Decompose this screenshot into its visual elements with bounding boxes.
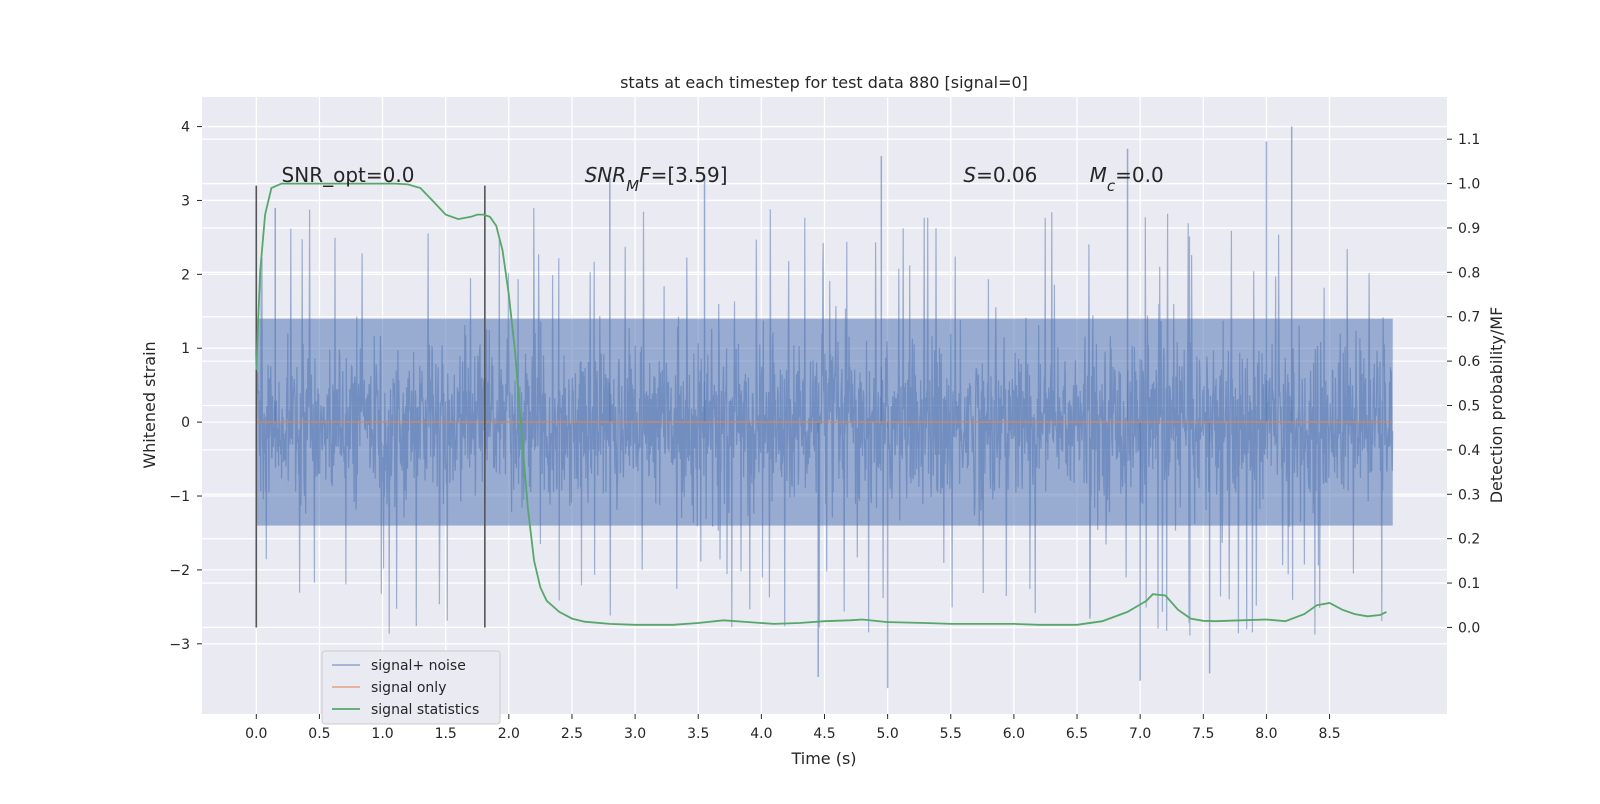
x-tick-label: 8.0 [1255,726,1277,742]
annotation-mc-value: Mc=0.0 [1090,163,1164,195]
annotation-part: F [639,163,651,187]
y-left-tick-label: 4 [181,120,190,136]
y-right-tick-label: 0.1 [1458,576,1480,592]
y-left-tick-label: 0 [181,415,190,431]
y-right-tick-label: 0.0 [1458,620,1480,636]
x-tick-label: 5.5 [940,726,962,742]
stats-layer [255,182,1387,626]
y-left-tick-label: −3 [169,637,190,653]
x-tick-label: 3.5 [687,726,709,742]
x-tick-label: 7.5 [1192,726,1214,742]
y-right-tick-label: 1.1 [1458,132,1480,148]
annotation-layer: SNR_opt=0.0 SNRMF=[3.59] S=0.06 Mc=0.0 [282,163,1164,195]
y-right-tick-label: 0.6 [1458,354,1480,370]
y-right-tick-label: 0.4 [1458,443,1480,459]
series-layer [255,126,1394,689]
y-left-tick-label: −1 [169,489,190,505]
x-tick-label: 7.0 [1129,726,1151,742]
x-tick-label: 0.5 [308,726,330,742]
chart-title: stats at each timestep for test data 880… [620,73,1028,92]
annotation-part: M [626,177,639,195]
signal-statistics-line [255,182,1387,626]
annotation-part: c [1107,177,1116,195]
y-left-tick-label: 3 [181,193,190,209]
y-left-tick-label: 1 [181,341,190,357]
x-tick-label: 4.0 [750,726,772,742]
x-tick-label: 6.0 [1003,726,1025,742]
annotation-snr-opt: SNR_opt=0.0 [282,163,415,187]
x-tick-label: 8.5 [1318,726,1340,742]
x-tick-label: 4.5 [813,726,835,742]
legend-label-noise: signal+ noise [371,658,466,674]
y-axis-label-right: Detection probability/MF [1487,307,1506,504]
y-right-tick-label: 0.9 [1458,221,1480,237]
y-right-tick-label: 0.2 [1458,532,1480,548]
annotation-s-value: S=0.06 [963,163,1037,187]
y-right-tick-label: 0.8 [1458,265,1480,281]
x-tick-label: 2.0 [498,726,520,742]
legend: signal+ noise signal only signal statist… [321,650,501,725]
annotation-part: =0.0 [1115,163,1164,187]
axes-layer: 0.0 0.5 1.0 1.5 2.0 2.5 3.0 3.5 4.0 4.5 5.0 5.5 6.0 6… [169,120,1480,742]
x-tick-label: 1.0 [371,726,393,742]
y-right-tick-label: 1.0 [1458,177,1480,193]
vline-layer [255,185,486,628]
x-tick-label: 6.5 [1066,726,1088,742]
annotation-snr-mf: SNRMF=[3.59] [585,163,728,195]
y-right-tick-label: 0.7 [1458,310,1480,326]
x-tick-label: 2.5 [561,726,583,742]
y-left-tick-label: −2 [169,563,190,579]
y-right-tick-label: 0.3 [1458,487,1480,503]
annotation-part: SNR_opt=0.0 [282,163,415,187]
legend-box [321,650,501,725]
legend-label-stats: signal statistics [371,702,479,718]
annotation-part: S [963,163,976,187]
x-tick-label: 1.5 [435,726,457,742]
x-axis-label: Time (s) [790,749,856,768]
y-right-tick-label: 0.5 [1458,399,1480,415]
y-axis-label-left: Whitened strain [140,341,159,468]
annotation-part: M [1090,163,1107,187]
x-tick-label: 3.0 [624,726,646,742]
signal-noise-line [255,208,1394,636]
x-tick-label: 5.0 [877,726,899,742]
annotation-part: =[3.59] [651,163,728,187]
legend-label-signal: signal only [371,680,446,696]
annotation-part: SNR [585,163,627,187]
x-tick-label: 0.0 [245,726,267,742]
annotation-part: =0.06 [976,163,1037,187]
y-left-tick-label: 2 [181,267,190,283]
